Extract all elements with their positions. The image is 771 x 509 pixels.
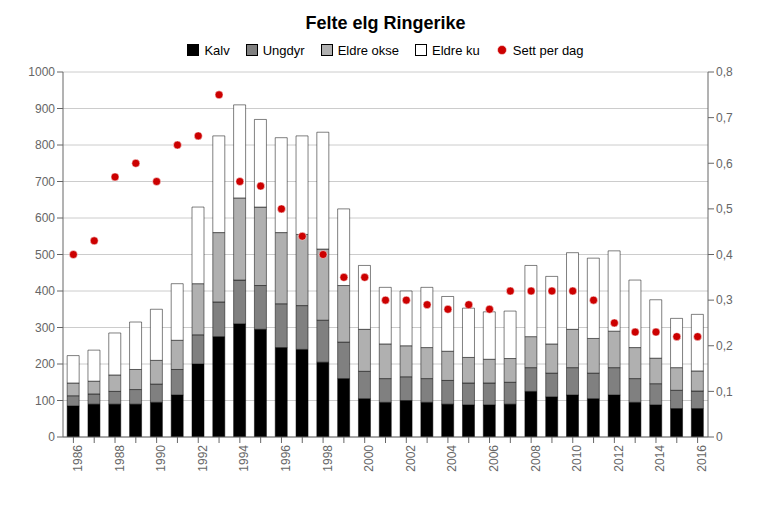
svg-text:2004: 2004 xyxy=(445,445,459,472)
svg-text:700: 700 xyxy=(35,175,55,189)
svg-text:2008: 2008 xyxy=(529,445,543,472)
svg-text:300: 300 xyxy=(35,321,55,335)
svg-text:1990: 1990 xyxy=(154,445,168,472)
svg-text:1998: 1998 xyxy=(321,445,335,472)
html-text:Ungdyr: Ungdyr xyxy=(262,42,305,58)
svg-text:0: 0 xyxy=(48,430,55,444)
svg-text:900: 900 xyxy=(35,102,55,116)
svg-text:1994: 1994 xyxy=(237,445,251,472)
svg-text:2000: 2000 xyxy=(362,445,376,472)
html-text:Eldre okse: Eldre okse xyxy=(337,42,399,58)
svg-text:400: 400 xyxy=(35,284,55,298)
svg-text:0,5: 0,5 xyxy=(716,202,733,216)
svg-text:500: 500 xyxy=(35,248,55,262)
svg-text:600: 600 xyxy=(35,211,55,225)
svg-text:0: 0 xyxy=(716,430,723,444)
svg-text:1988: 1988 xyxy=(113,445,127,472)
svg-text:2010: 2010 xyxy=(570,445,584,472)
html-text:Kalv: Kalv xyxy=(204,42,230,58)
svg-text:0,8: 0,8 xyxy=(716,65,733,79)
svg-text:1996: 1996 xyxy=(279,445,293,472)
svg-text:0,7: 0,7 xyxy=(716,111,733,125)
html-text:Felte elg Ringerike: Felte elg Ringerike xyxy=(305,13,466,33)
svg-text:2012: 2012 xyxy=(612,445,626,472)
svg-text:1992: 1992 xyxy=(196,445,210,472)
svg-text:1000: 1000 xyxy=(28,65,55,79)
svg-text:0,4: 0,4 xyxy=(716,248,733,262)
svg-text:0,2: 0,2 xyxy=(716,339,733,353)
svg-text:2016: 2016 xyxy=(695,445,709,472)
svg-text:0,3: 0,3 xyxy=(716,293,733,307)
svg-text:1986: 1986 xyxy=(71,445,85,472)
svg-text:2014: 2014 xyxy=(654,445,668,472)
svg-text:2002: 2002 xyxy=(404,445,418,472)
svg-text:800: 800 xyxy=(35,138,55,152)
svg-text:0,1: 0,1 xyxy=(716,385,733,399)
svg-text:0,6: 0,6 xyxy=(716,157,733,171)
html-text:Eldre ku: Eldre ku xyxy=(432,42,480,58)
svg-text:100: 100 xyxy=(35,394,55,408)
svg-text:2006: 2006 xyxy=(487,445,501,472)
svg-text:200: 200 xyxy=(35,357,55,371)
html-text:Sett per dag: Sett per dag xyxy=(512,42,584,58)
